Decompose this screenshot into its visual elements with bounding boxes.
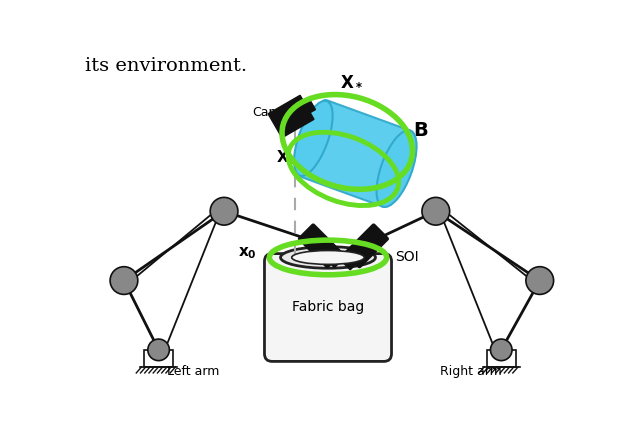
Text: SOI: SOI [396, 251, 419, 264]
Text: $\mathbf{X_t}$: $\mathbf{X_t}$ [276, 148, 295, 167]
FancyBboxPatch shape [345, 224, 388, 267]
Ellipse shape [376, 130, 417, 207]
Ellipse shape [110, 267, 138, 295]
FancyBboxPatch shape [298, 224, 342, 267]
Bar [486, 350, 516, 367]
FancyBboxPatch shape [264, 254, 392, 361]
Ellipse shape [148, 339, 170, 360]
Bar [342, 256, 356, 270]
Ellipse shape [422, 198, 450, 225]
Ellipse shape [294, 101, 333, 176]
Text: Left arm: Left arm [167, 365, 220, 378]
Text: Camera: Camera [253, 106, 302, 119]
Text: Fabric bag: Fabric bag [292, 300, 364, 315]
Bar [144, 350, 173, 367]
Bar [328, 254, 342, 267]
Text: its environment.: its environment. [86, 57, 248, 75]
Text: $\mathbf{B}$: $\mathbf{B}$ [413, 121, 428, 140]
Ellipse shape [490, 339, 512, 360]
Ellipse shape [210, 198, 238, 225]
FancyBboxPatch shape [297, 100, 413, 207]
Ellipse shape [292, 251, 364, 264]
Ellipse shape [526, 267, 554, 295]
Text: Right arm: Right arm [440, 365, 501, 378]
FancyBboxPatch shape [268, 95, 314, 138]
Ellipse shape [280, 247, 376, 268]
Bar [301, 99, 316, 114]
Text: $\mathbf{X_*}$: $\mathbf{X_*}$ [340, 71, 363, 89]
Text: $\mathbf{x_0}$: $\mathbf{x_0}$ [238, 246, 257, 262]
